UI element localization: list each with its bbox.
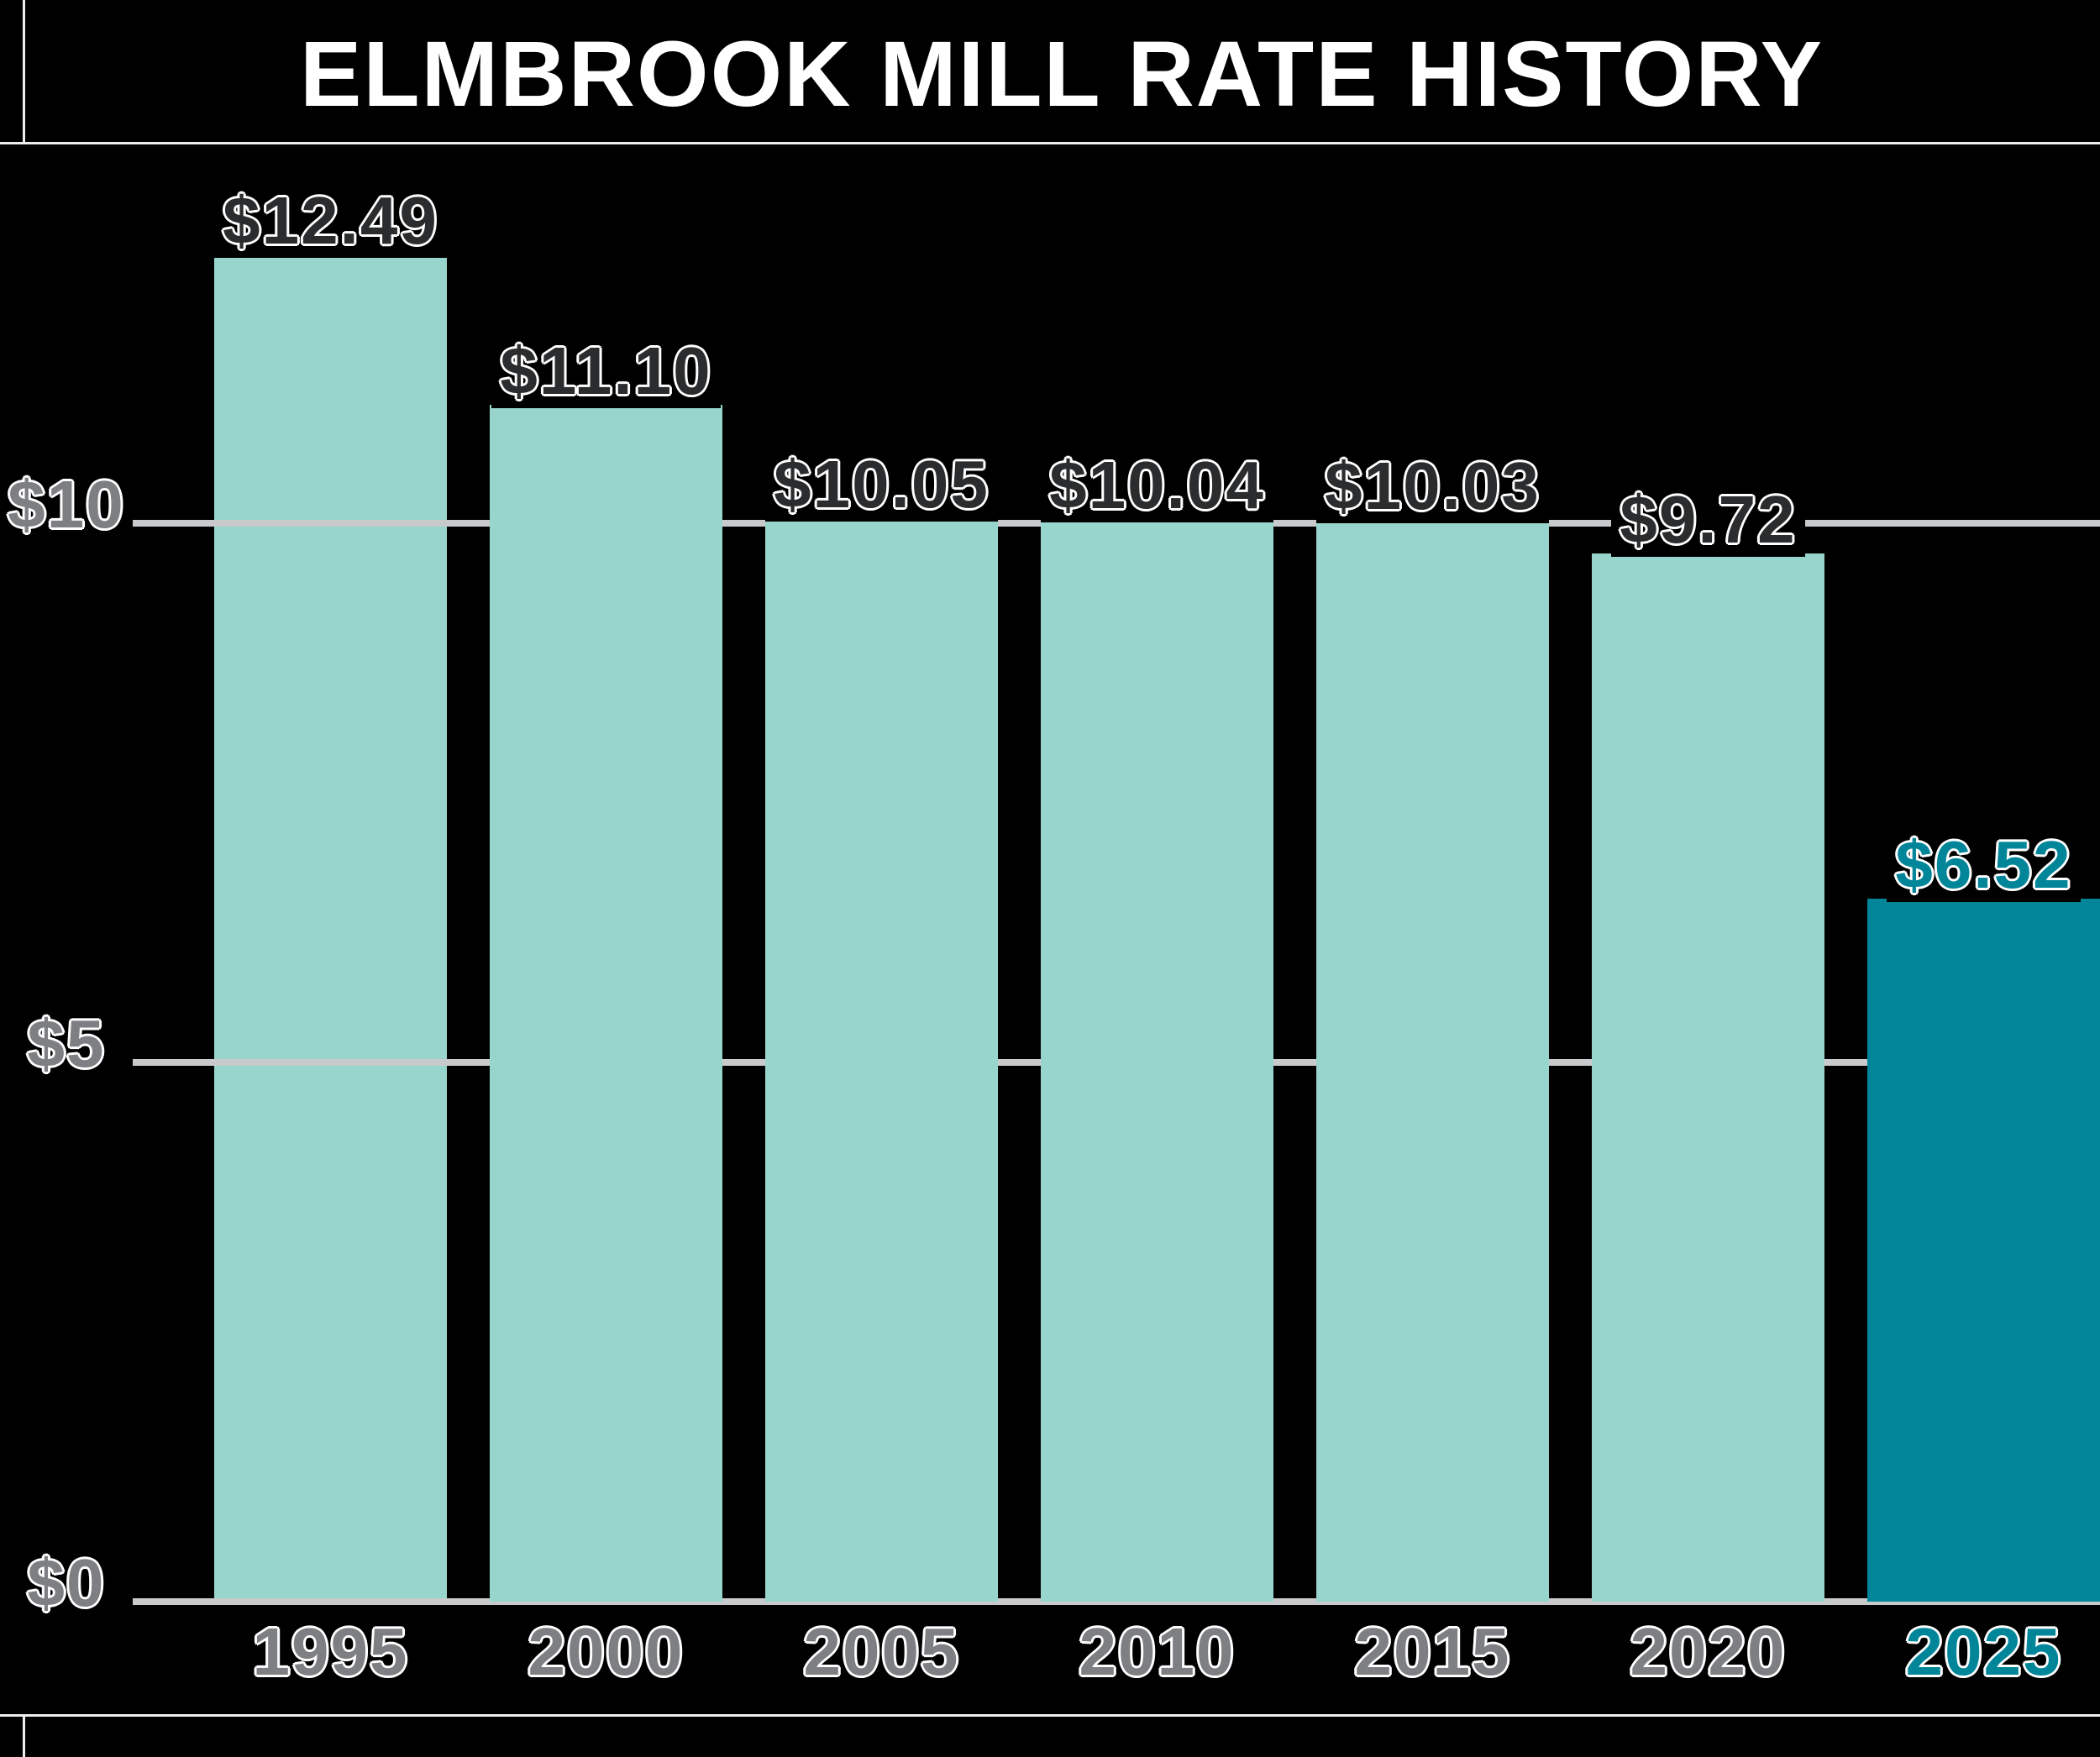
x-label-2000: 2000 bbox=[528, 1614, 685, 1689]
y-tick-label-5: $5 bbox=[27, 1006, 106, 1081]
x-label-2020: 2020 bbox=[1630, 1614, 1787, 1689]
bar-2025 bbox=[1867, 899, 2100, 1602]
bar-2005 bbox=[765, 518, 998, 1602]
bar-2010 bbox=[1041, 519, 1273, 1602]
y-tick-label-0: $0 bbox=[27, 1545, 106, 1620]
x-label-2015: 2015 bbox=[1354, 1614, 1511, 1689]
bottom-box-left-border bbox=[23, 1714, 25, 1757]
value-label-2015: $10.03 bbox=[1316, 448, 1549, 523]
x-label-2010: 2010 bbox=[1079, 1614, 1236, 1689]
y-tick-label-10: $10 bbox=[8, 467, 125, 542]
chart-title: ELMBROOK MILL RATE HISTORY bbox=[299, 23, 1824, 126]
value-label-2020: $9.72 bbox=[1592, 482, 1824, 557]
bar-1995 bbox=[214, 254, 447, 1602]
x-label-2025: 2025 bbox=[1905, 1614, 2062, 1689]
bar-2000 bbox=[490, 405, 722, 1602]
bottom-box-top-border bbox=[0, 1714, 2100, 1717]
value-label-2010: $10.04 bbox=[1041, 448, 1273, 522]
bar-2020 bbox=[1592, 553, 1824, 1602]
gridline-0 bbox=[133, 1598, 2100, 1605]
value-label-2005: $10.05 bbox=[765, 447, 998, 522]
value-label-1995: $12.49 bbox=[214, 183, 447, 258]
bar-2015 bbox=[1316, 520, 1549, 1602]
title-box-bottom-border bbox=[0, 142, 2100, 144]
x-label-2005: 2005 bbox=[803, 1614, 960, 1689]
value-label-2000: $11.10 bbox=[490, 333, 722, 408]
value-label-2025: $6.52 bbox=[1867, 827, 2100, 902]
title-box-left-border bbox=[23, 0, 25, 144]
x-label-1995: 1995 bbox=[252, 1614, 409, 1689]
